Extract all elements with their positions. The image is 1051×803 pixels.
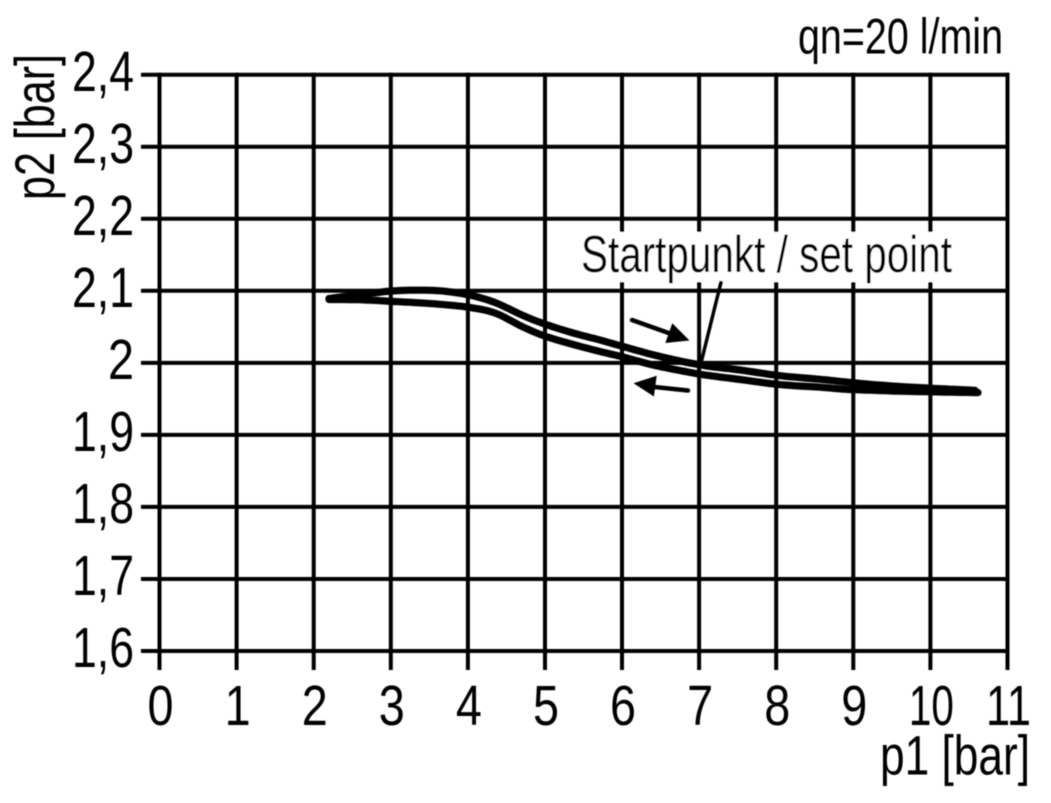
svg-text:2,3: 2,3 bbox=[72, 112, 134, 176]
svg-text:2: 2 bbox=[108, 328, 134, 392]
svg-text:5: 5 bbox=[533, 674, 559, 738]
svg-text:Startpunkt / set point: Startpunkt / set point bbox=[581, 226, 952, 284]
svg-text:qn=20 l/min: qn=20 l/min bbox=[798, 9, 1003, 65]
svg-text:4: 4 bbox=[456, 674, 482, 738]
svg-text:2,2: 2,2 bbox=[72, 184, 134, 248]
svg-text:2,4: 2,4 bbox=[72, 40, 134, 104]
svg-text:1: 1 bbox=[225, 674, 251, 738]
svg-text:p1 [bar]: p1 [bar] bbox=[880, 724, 1030, 787]
svg-text:10: 10 bbox=[909, 674, 954, 738]
svg-text:9: 9 bbox=[841, 674, 867, 738]
svg-text:2,1: 2,1 bbox=[72, 256, 134, 320]
svg-text:1,9: 1,9 bbox=[72, 400, 134, 464]
svg-text:8: 8 bbox=[764, 674, 790, 738]
svg-text:3: 3 bbox=[379, 674, 405, 738]
svg-text:7: 7 bbox=[687, 674, 713, 738]
svg-text:1,6: 1,6 bbox=[72, 616, 134, 680]
svg-text:11: 11 bbox=[986, 674, 1031, 738]
svg-text:1,7: 1,7 bbox=[72, 544, 134, 608]
svg-text:2: 2 bbox=[302, 674, 328, 738]
svg-text:p2 [bar]: p2 [bar] bbox=[3, 54, 66, 200]
svg-text:0: 0 bbox=[148, 674, 174, 738]
svg-text:6: 6 bbox=[610, 674, 636, 738]
svg-text:1,8: 1,8 bbox=[72, 472, 134, 536]
